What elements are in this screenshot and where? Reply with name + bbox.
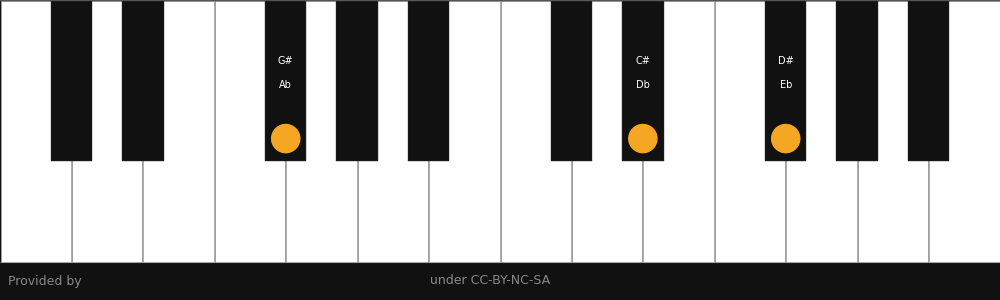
Bar <box>765 0 806 161</box>
Bar <box>72 1 142 262</box>
Bar <box>501 1 571 262</box>
Bar <box>265 0 306 161</box>
Text: Db: Db <box>636 80 650 90</box>
Bar <box>0 0 1000 262</box>
Text: C#: C# <box>635 56 650 66</box>
Bar <box>358 1 428 262</box>
Bar <box>122 0 164 161</box>
Bar <box>715 1 785 262</box>
Bar <box>836 0 878 161</box>
Text: Provided by: Provided by <box>8 274 82 287</box>
Circle shape <box>629 124 657 153</box>
Bar <box>0 1 71 262</box>
Bar <box>336 0 378 161</box>
Bar <box>286 1 357 262</box>
Bar <box>143 1 214 262</box>
Circle shape <box>772 124 800 153</box>
Bar <box>0 262 1000 300</box>
Bar <box>51 0 92 161</box>
Text: D#: D# <box>778 56 794 66</box>
Bar <box>215 1 285 262</box>
Bar <box>622 0 664 161</box>
Bar <box>572 1 642 262</box>
Bar <box>908 0 949 161</box>
Bar <box>429 1 500 262</box>
Bar <box>551 0 592 161</box>
Text: G#: G# <box>278 56 294 66</box>
Bar <box>408 0 449 161</box>
Circle shape <box>272 124 300 153</box>
Bar <box>929 1 1000 262</box>
Text: Ab: Ab <box>279 80 292 90</box>
Text: under CC-BY-NC-SA: under CC-BY-NC-SA <box>430 274 550 287</box>
Bar <box>858 1 928 262</box>
Bar <box>786 1 857 262</box>
Bar <box>643 1 714 262</box>
Text: Eb: Eb <box>780 80 792 90</box>
